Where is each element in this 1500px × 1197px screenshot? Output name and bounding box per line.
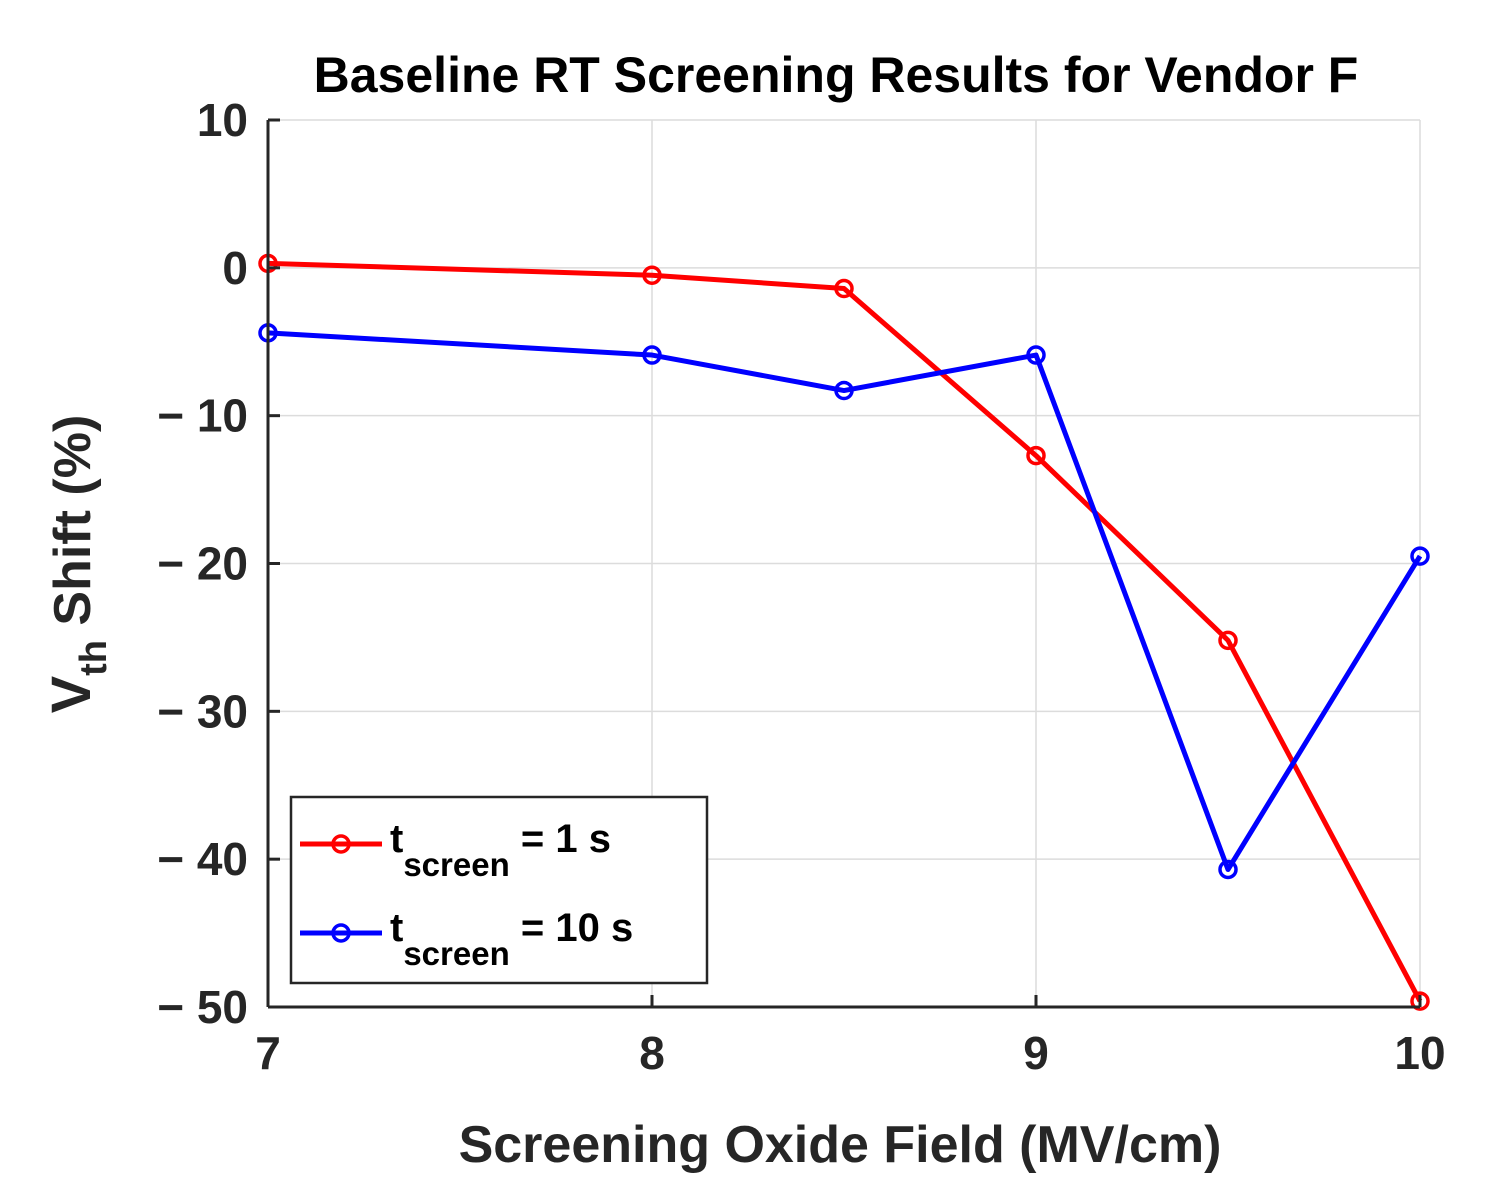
y-tick-label: − 10 [157, 390, 248, 442]
y-axis-label-main: V [39, 676, 102, 713]
data-point [642, 345, 662, 365]
data-point [1026, 445, 1046, 466]
tick-labels: 7 8 9 10 10 0 − 10 − 20 − 30 − 40 − 50 [157, 94, 1445, 1079]
series-2 [258, 323, 1430, 880]
data-point [1410, 991, 1430, 1011]
legend-marker [331, 923, 351, 943]
data-point [834, 278, 854, 299]
y-tick-label: − 40 [157, 833, 248, 885]
y-axis-label-rest: Shift (%) [44, 415, 102, 640]
x-axis-label: Screening Oxide Field (MV/cm) [459, 1116, 1222, 1174]
data-point [642, 265, 662, 285]
series-lines [258, 253, 1430, 1011]
legend: tscreen = 1 s tscreen = 10 s [289, 795, 709, 985]
y-axis-label-sub: th [73, 640, 115, 676]
data-point [1026, 345, 1046, 365]
x-tick-label: 8 [639, 1027, 665, 1079]
axes [266, 118, 1422, 1009]
y-axis-label: Vth Shift (%) [39, 415, 115, 714]
chart-title: Baseline RT Screening Results for Vendor… [314, 47, 1359, 103]
y-tick-label: − 20 [157, 538, 248, 590]
legend-label: tscreen = 1 s [390, 817, 611, 883]
legend-label: tscreen = 10 s [390, 906, 633, 972]
data-point [1218, 630, 1238, 651]
x-tick-label: 7 [255, 1027, 281, 1079]
legend-marker [331, 834, 351, 854]
y-tick-label: − 30 [157, 685, 248, 737]
y-tick-label: − 50 [157, 981, 248, 1033]
y-tick-label: 0 [222, 242, 248, 294]
series-line [267, 330, 1423, 873]
x-tick-label: 10 [1394, 1027, 1445, 1079]
legend-item: tscreen = 1 s [300, 817, 611, 883]
data-point [834, 380, 854, 401]
legend-item: tscreen = 10 s [300, 906, 633, 972]
data-point [1218, 859, 1238, 880]
x-tick-label: 9 [1023, 1027, 1049, 1079]
data-point [1410, 546, 1430, 566]
legend-box [289, 795, 709, 985]
y-tick-label: 10 [197, 94, 248, 146]
